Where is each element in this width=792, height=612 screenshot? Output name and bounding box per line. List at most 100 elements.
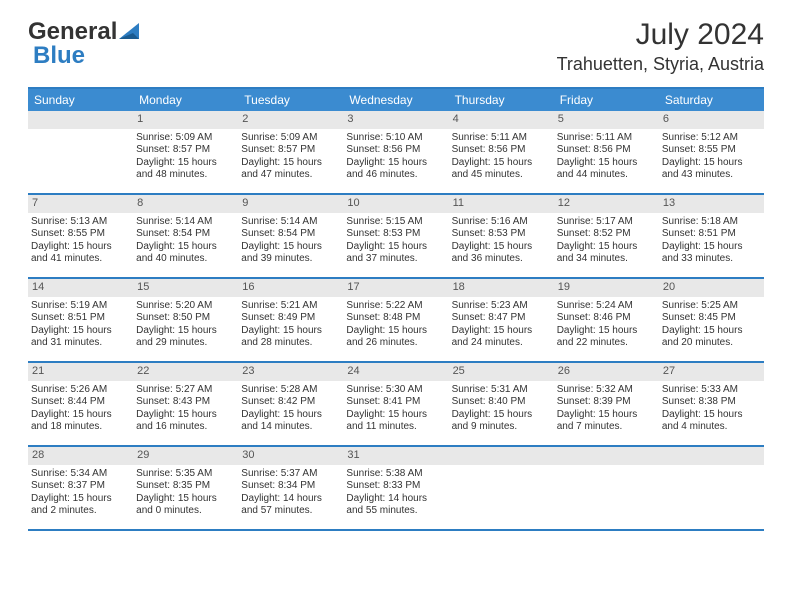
- day-info-line: Daylight: 15 hours: [452, 241, 551, 254]
- day-info-line: Sunrise: 5:17 AM: [557, 216, 656, 229]
- day-info-line: Daylight: 14 hours: [241, 493, 340, 506]
- day-info-line: Sunrise: 5:10 AM: [346, 132, 445, 145]
- day-info-line: Sunrise: 5:15 AM: [346, 216, 445, 229]
- day-7: 7Sunrise: 5:13 AMSunset: 8:55 PMDaylight…: [28, 195, 133, 277]
- day-info-line: Daylight: 15 hours: [346, 241, 445, 254]
- day-info-line: Sunset: 8:38 PM: [662, 396, 761, 409]
- day-info-line: and 44 minutes.: [557, 169, 656, 182]
- day-info-line: and 37 minutes.: [346, 253, 445, 266]
- day-info-line: Daylight: 15 hours: [136, 409, 235, 422]
- day-info-line: Sunset: 8:52 PM: [557, 228, 656, 241]
- day-number: 19: [554, 279, 659, 297]
- day-number: 1: [133, 111, 238, 129]
- day-info-line: Sunrise: 5:09 AM: [136, 132, 235, 145]
- location: Trahuetten, Styria, Austria: [557, 54, 764, 75]
- day-info-line: Sunset: 8:47 PM: [452, 312, 551, 325]
- day-info-line: Daylight: 15 hours: [31, 325, 130, 338]
- day-info-line: Sunrise: 5:21 AM: [241, 300, 340, 313]
- day-info-line: and 47 minutes.: [241, 169, 340, 182]
- day-empty: .: [449, 447, 554, 529]
- day-info-line: Sunset: 8:54 PM: [241, 228, 340, 241]
- day-info-line: Sunset: 8:34 PM: [241, 480, 340, 493]
- day-info-line: Sunset: 8:46 PM: [557, 312, 656, 325]
- day-number: 6: [659, 111, 764, 129]
- day-info-line: Daylight: 15 hours: [662, 241, 761, 254]
- day-info-line: Sunrise: 5:13 AM: [31, 216, 130, 229]
- day-2: 2Sunrise: 5:09 AMSunset: 8:57 PMDaylight…: [238, 111, 343, 193]
- day-12: 12Sunrise: 5:17 AMSunset: 8:52 PMDayligh…: [554, 195, 659, 277]
- day-info-line: Daylight: 15 hours: [557, 409, 656, 422]
- day-number: 9: [238, 195, 343, 213]
- day-14: 14Sunrise: 5:19 AMSunset: 8:51 PMDayligh…: [28, 279, 133, 361]
- day-info-line: and 45 minutes.: [452, 169, 551, 182]
- day-17: 17Sunrise: 5:22 AMSunset: 8:48 PMDayligh…: [343, 279, 448, 361]
- day-number: 8: [133, 195, 238, 213]
- day-info-line: Sunset: 8:53 PM: [452, 228, 551, 241]
- day-info-line: and 41 minutes.: [31, 253, 130, 266]
- day-13: 13Sunrise: 5:18 AMSunset: 8:51 PMDayligh…: [659, 195, 764, 277]
- day-info-line: and 39 minutes.: [241, 253, 340, 266]
- day-info-line: and 22 minutes.: [557, 337, 656, 350]
- week-row: 28Sunrise: 5:34 AMSunset: 8:37 PMDayligh…: [28, 447, 764, 531]
- day-info-line: Daylight: 15 hours: [241, 157, 340, 170]
- day-info-line: Daylight: 15 hours: [662, 325, 761, 338]
- day-number: 3: [343, 111, 448, 129]
- day-info-line: Sunset: 8:44 PM: [31, 396, 130, 409]
- day-info-line: Sunset: 8:50 PM: [136, 312, 235, 325]
- day-25: 25Sunrise: 5:31 AMSunset: 8:40 PMDayligh…: [449, 363, 554, 445]
- day-info-line: Daylight: 15 hours: [31, 493, 130, 506]
- day-number: 14: [28, 279, 133, 297]
- weekday-wednesday: Wednesday: [343, 89, 448, 111]
- day-info-line: Daylight: 15 hours: [452, 325, 551, 338]
- day-info-line: Daylight: 15 hours: [31, 409, 130, 422]
- day-info-line: Sunrise: 5:19 AM: [31, 300, 130, 313]
- week-row: 21Sunrise: 5:26 AMSunset: 8:44 PMDayligh…: [28, 363, 764, 447]
- day-number: 4: [449, 111, 554, 129]
- day-info-line: Daylight: 15 hours: [452, 157, 551, 170]
- day-16: 16Sunrise: 5:21 AMSunset: 8:49 PMDayligh…: [238, 279, 343, 361]
- day-info-line: and 46 minutes.: [346, 169, 445, 182]
- day-8: 8Sunrise: 5:14 AMSunset: 8:54 PMDaylight…: [133, 195, 238, 277]
- day-info-line: Sunset: 8:55 PM: [662, 144, 761, 157]
- day-info-line: and 26 minutes.: [346, 337, 445, 350]
- day-18: 18Sunrise: 5:23 AMSunset: 8:47 PMDayligh…: [449, 279, 554, 361]
- day-info-line: and 16 minutes.: [136, 421, 235, 434]
- day-number: 11: [449, 195, 554, 213]
- day-info-line: Sunset: 8:40 PM: [452, 396, 551, 409]
- day-24: 24Sunrise: 5:30 AMSunset: 8:41 PMDayligh…: [343, 363, 448, 445]
- day-info-line: and 11 minutes.: [346, 421, 445, 434]
- weekday-monday: Monday: [133, 89, 238, 111]
- day-info-line: Sunset: 8:49 PM: [241, 312, 340, 325]
- month-title: July 2024: [557, 18, 764, 52]
- day-info-line: Daylight: 14 hours: [346, 493, 445, 506]
- day-info-line: and 2 minutes.: [31, 505, 130, 518]
- weekday-tuesday: Tuesday: [238, 89, 343, 111]
- day-21: 21Sunrise: 5:26 AMSunset: 8:44 PMDayligh…: [28, 363, 133, 445]
- day-info-line: Sunset: 8:53 PM: [346, 228, 445, 241]
- day-info-line: and 43 minutes.: [662, 169, 761, 182]
- day-info-line: Sunrise: 5:35 AM: [136, 468, 235, 481]
- day-info-line: Daylight: 15 hours: [241, 325, 340, 338]
- day-number: 30: [238, 447, 343, 465]
- day-info-line: Sunset: 8:39 PM: [557, 396, 656, 409]
- day-info-line: Sunset: 8:41 PM: [346, 396, 445, 409]
- day-info-line: and 28 minutes.: [241, 337, 340, 350]
- day-info-line: Sunset: 8:48 PM: [346, 312, 445, 325]
- day-3: 3Sunrise: 5:10 AMSunset: 8:56 PMDaylight…: [343, 111, 448, 193]
- week-row: 7Sunrise: 5:13 AMSunset: 8:55 PMDaylight…: [28, 195, 764, 279]
- day-info-line: Daylight: 15 hours: [136, 493, 235, 506]
- day-info-line: Daylight: 15 hours: [662, 157, 761, 170]
- day-info-line: Daylight: 15 hours: [557, 157, 656, 170]
- day-info-line: and 0 minutes.: [136, 505, 235, 518]
- day-info-line: Sunset: 8:57 PM: [136, 144, 235, 157]
- day-info-line: Sunrise: 5:27 AM: [136, 384, 235, 397]
- day-27: 27Sunrise: 5:33 AMSunset: 8:38 PMDayligh…: [659, 363, 764, 445]
- day-info-line: and 24 minutes.: [452, 337, 551, 350]
- day-info-line: Sunrise: 5:34 AM: [31, 468, 130, 481]
- day-empty: .: [28, 111, 133, 193]
- day-info-line: Sunset: 8:33 PM: [346, 480, 445, 493]
- day-15: 15Sunrise: 5:20 AMSunset: 8:50 PMDayligh…: [133, 279, 238, 361]
- weekday-friday: Friday: [554, 89, 659, 111]
- day-info-line: Sunrise: 5:25 AM: [662, 300, 761, 313]
- day-info-line: and 36 minutes.: [452, 253, 551, 266]
